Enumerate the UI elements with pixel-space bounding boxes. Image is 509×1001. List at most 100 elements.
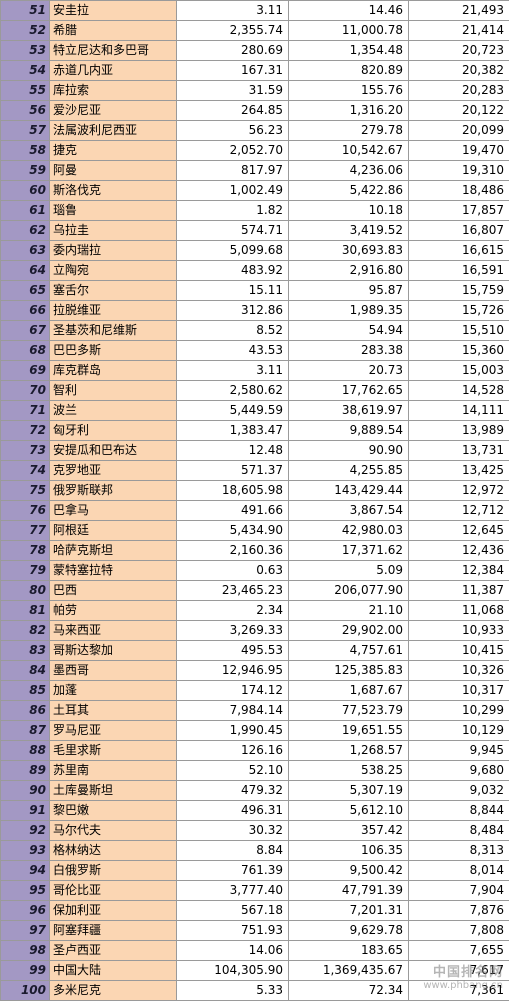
country-cell: 多米尼克 [49,980,177,1001]
rank-cell: 53 [0,40,50,61]
rank-cell: 70 [0,380,50,401]
rank-cell: 98 [0,940,50,961]
country-cell: 马尔代夫 [49,820,177,841]
country-cell: 白俄罗斯 [49,860,177,881]
value-cell-3: 14,528 [408,380,509,401]
value-cell-3: 8,844 [408,800,509,821]
table-row: 99 中国大陆 104,305.90 1,369,435.67 7,617 [0,960,509,981]
value-cell-1: 18,605.98 [176,480,289,501]
value-cell-3: 14,111 [408,400,509,421]
value-cell-2: 21.10 [288,600,409,621]
value-cell-2: 4,757.61 [288,640,409,661]
country-cell: 委内瑞拉 [49,240,177,261]
country-cell: 圣基茨和尼维斯 [49,320,177,341]
value-cell-2: 4,255.85 [288,460,409,481]
rank-cell: 94 [0,860,50,881]
table-row: 63 委内瑞拉 5,099.68 30,693.83 16,615 [0,240,509,261]
rank-cell: 62 [0,220,50,241]
table-row: 69 库克群岛 3.11 20.73 15,003 [0,360,509,381]
value-cell-1: 43.53 [176,340,289,361]
value-cell-2: 5,422.86 [288,180,409,201]
country-cell: 哥伦比亚 [49,880,177,901]
table-row: 52 希腊 2,355.74 11,000.78 21,414 [0,20,509,41]
rank-cell: 76 [0,500,50,521]
table-row: 95 哥伦比亚 3,777.40 47,791.39 7,904 [0,880,509,901]
value-cell-1: 1,002.49 [176,180,289,201]
value-cell-3: 19,310 [408,160,509,181]
country-cell: 立陶宛 [49,260,177,281]
value-cell-1: 574.71 [176,220,289,241]
country-cell: 土库曼斯坦 [49,780,177,801]
country-cell: 波兰 [49,400,177,421]
value-cell-1: 3,269.33 [176,620,289,641]
rank-cell: 63 [0,240,50,261]
value-cell-1: 479.32 [176,780,289,801]
value-cell-3: 10,933 [408,620,509,641]
country-cell: 帕劳 [49,600,177,621]
rank-cell: 86 [0,700,50,721]
value-cell-2: 155.76 [288,80,409,101]
table-row: 83 哥斯达黎加 495.53 4,757.61 10,415 [0,640,509,661]
rank-cell: 81 [0,600,50,621]
value-cell-3: 12,972 [408,480,509,501]
country-cell: 法属波利尼西亚 [49,120,177,141]
rank-cell: 65 [0,280,50,301]
value-cell-2: 1,268.57 [288,740,409,761]
value-cell-2: 30,693.83 [288,240,409,261]
value-cell-3: 7,808 [408,920,509,941]
rank-cell: 75 [0,480,50,501]
value-cell-3: 10,326 [408,660,509,681]
rank-cell: 64 [0,260,50,281]
value-cell-2: 206,077.90 [288,580,409,601]
country-cell: 罗马尼亚 [49,720,177,741]
table-row: 70 智利 2,580.62 17,762.65 14,528 [0,380,509,401]
value-cell-2: 95.87 [288,280,409,301]
value-cell-2: 29,902.00 [288,620,409,641]
value-cell-1: 495.53 [176,640,289,661]
value-cell-3: 18,486 [408,180,509,201]
rank-cell: 56 [0,100,50,121]
table-row: 64 立陶宛 483.92 2,916.80 16,591 [0,260,509,281]
value-cell-2: 1,989.35 [288,300,409,321]
value-cell-3: 11,387 [408,580,509,601]
value-cell-1: 12,946.95 [176,660,289,681]
rank-cell: 91 [0,800,50,821]
value-cell-1: 52.10 [176,760,289,781]
value-cell-2: 9,500.42 [288,860,409,881]
country-cell: 格林纳达 [49,840,177,861]
country-cell: 土耳其 [49,700,177,721]
value-cell-3: 20,283 [408,80,509,101]
value-cell-1: 23,465.23 [176,580,289,601]
value-cell-2: 820.89 [288,60,409,81]
table-row: 76 巴拿马 491.66 3,867.54 12,712 [0,500,509,521]
value-cell-2: 42,980.03 [288,520,409,541]
table-row: 54 赤道几内亚 167.31 820.89 20,382 [0,60,509,81]
value-cell-3: 9,945 [408,740,509,761]
value-cell-1: 1.82 [176,200,289,221]
country-cell: 爱沙尼亚 [49,100,177,121]
value-cell-1: 12.48 [176,440,289,461]
table-row: 88 毛里求斯 126.16 1,268.57 9,945 [0,740,509,761]
value-cell-1: 7,984.14 [176,700,289,721]
table-row: 74 克罗地亚 571.37 4,255.85 13,425 [0,460,509,481]
table-row: 53 特立尼达和多巴哥 280.69 1,354.48 20,723 [0,40,509,61]
value-cell-1: 30.32 [176,820,289,841]
value-cell-2: 14.46 [288,0,409,21]
table-row: 81 帕劳 2.34 21.10 11,068 [0,600,509,621]
country-cell: 马来西亚 [49,620,177,641]
table-row: 89 苏里南 52.10 538.25 9,680 [0,760,509,781]
rank-cell: 69 [0,360,50,381]
value-cell-1: 167.31 [176,60,289,81]
value-cell-3: 20,382 [408,60,509,81]
country-cell: 加蓬 [49,680,177,701]
value-cell-2: 1,316.20 [288,100,409,121]
country-cell: 塞舌尔 [49,280,177,301]
value-cell-1: 56.23 [176,120,289,141]
rank-cell: 60 [0,180,50,201]
rank-cell: 100 [0,980,50,1001]
value-cell-2: 17,371.62 [288,540,409,561]
value-cell-3: 19,470 [408,140,509,161]
table-row: 65 塞舌尔 15.11 95.87 15,759 [0,280,509,301]
value-cell-2: 3,867.54 [288,500,409,521]
